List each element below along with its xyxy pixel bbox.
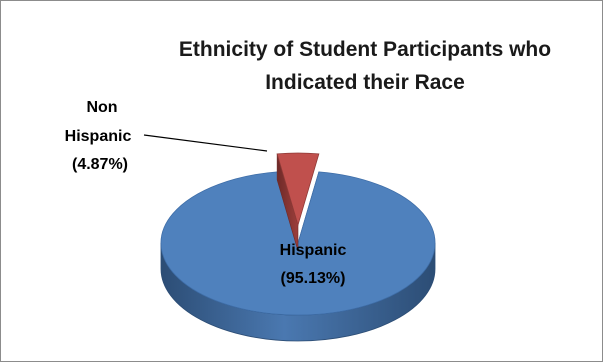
slice-label-non-hispanic-line-1: Non bbox=[86, 99, 117, 116]
leader-line bbox=[143, 134, 268, 152]
slice-label-non-hispanic-line-2: Hispanic bbox=[65, 128, 132, 145]
pie-plot-area bbox=[160, 152, 436, 342]
chart-title-line-1: Ethnicity of Student Participants who bbox=[179, 38, 551, 61]
slice-label-hispanic-name: Hispanic bbox=[280, 242, 347, 259]
slice-label-hispanic-value: (95.13%) bbox=[281, 270, 346, 287]
chart-title-line-2: Indicated their Race bbox=[265, 71, 465, 94]
slice-label-non-hispanic-value: (4.87%) bbox=[72, 156, 128, 173]
slice-non-hispanic bbox=[276, 152, 320, 227]
